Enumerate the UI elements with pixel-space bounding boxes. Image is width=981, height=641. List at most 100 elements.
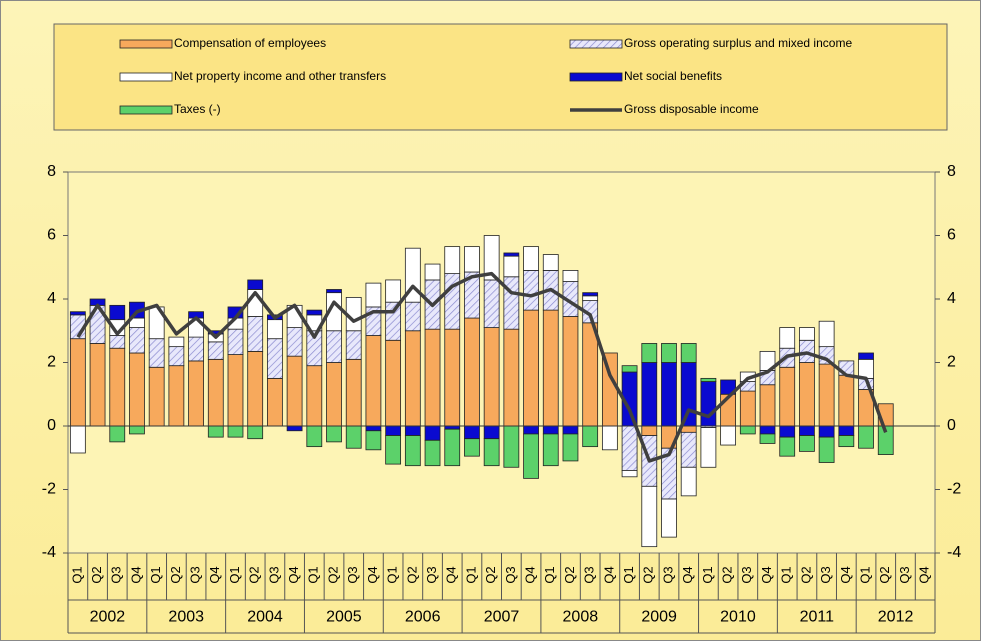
x-tick-label: Q3	[345, 566, 360, 583]
bar	[247, 350, 264, 427]
bar	[207, 341, 224, 360]
bar	[542, 254, 559, 271]
bar	[385, 339, 402, 427]
legend-swatch	[569, 72, 623, 82]
x-tick-label: Q1	[385, 566, 400, 583]
y-tick-label: 8	[47, 163, 56, 180]
bar	[424, 263, 441, 281]
bar	[720, 379, 736, 395]
bar	[779, 436, 796, 457]
year-label: 2003	[168, 609, 204, 626]
bar	[720, 425, 736, 446]
bar	[483, 235, 500, 281]
bar	[542, 309, 559, 427]
bar	[621, 425, 638, 471]
x-tick-label: Q2	[641, 566, 656, 583]
bar	[365, 335, 382, 427]
bar	[129, 327, 145, 354]
y-tick-label: 4	[47, 290, 56, 307]
bar	[207, 330, 224, 335]
bar	[129, 352, 145, 427]
x-tick-label: Q2	[404, 566, 419, 583]
bar	[739, 390, 756, 427]
bar	[779, 425, 796, 438]
bar	[109, 347, 126, 427]
bar	[523, 425, 539, 435]
bar	[247, 425, 264, 440]
bar	[168, 346, 185, 367]
bar	[404, 301, 421, 332]
bar	[641, 362, 658, 427]
bar	[89, 343, 106, 427]
bar	[306, 425, 323, 448]
bar	[838, 435, 855, 448]
bar	[464, 425, 480, 440]
y2-tick-label: 0	[947, 417, 956, 434]
x-tick-label: Q3	[582, 566, 597, 583]
bar	[444, 246, 461, 275]
bar	[227, 328, 244, 355]
legend-label: Compensation of employees	[174, 36, 326, 50]
bar	[188, 360, 204, 427]
bar	[680, 431, 697, 468]
legend-swatch	[569, 39, 623, 49]
bar	[385, 425, 402, 436]
y2-tick-label: 2	[947, 354, 956, 371]
year-label: 2007	[484, 609, 520, 626]
bar	[858, 358, 874, 379]
bar	[385, 301, 402, 341]
x-tick-label: Q1	[148, 566, 163, 583]
legend-swatch	[119, 72, 173, 82]
bar	[799, 327, 815, 341]
bar	[759, 384, 776, 427]
x-tick-label: Q2	[877, 566, 892, 583]
x-tick-label: Q1	[542, 566, 557, 583]
bar	[680, 466, 697, 497]
bar	[267, 338, 283, 379]
bar	[129, 425, 145, 435]
bar	[306, 365, 323, 427]
y-tick-label: -2	[42, 481, 56, 498]
x-tick-label: Q3	[266, 566, 281, 583]
bar	[503, 328, 520, 427]
x-tick-label: Q2	[168, 566, 183, 583]
x-tick-label: Q4	[601, 566, 616, 583]
x-tick-label: Q1	[700, 566, 715, 583]
bar	[503, 276, 520, 330]
bar	[739, 425, 756, 435]
legend-label: Net property income and other transfers	[174, 69, 386, 83]
bar	[562, 316, 579, 427]
bar	[267, 319, 283, 340]
x-tick-label: Q4	[207, 566, 222, 583]
x-tick-label: Q2	[247, 566, 262, 583]
legend-label: Gross disposable income	[624, 102, 759, 116]
bar	[680, 362, 697, 427]
bar	[404, 330, 421, 427]
bar	[503, 252, 520, 257]
bar	[799, 435, 815, 452]
bar	[464, 246, 480, 273]
bar	[523, 433, 539, 479]
bar	[168, 336, 185, 348]
bar	[326, 330, 342, 363]
y2-tick-label: 8	[947, 163, 956, 180]
bar	[326, 425, 342, 443]
bar	[286, 327, 303, 357]
year-label: 2011	[800, 609, 835, 626]
bar	[464, 317, 480, 427]
bar	[700, 377, 717, 382]
bar	[464, 438, 480, 457]
bar	[306, 309, 323, 316]
x-tick-label: Q1	[779, 566, 794, 583]
bar	[286, 355, 303, 427]
bar	[818, 320, 835, 348]
x-tick-label: Q3	[660, 566, 675, 583]
bar	[503, 255, 520, 278]
legend-swatch	[119, 105, 173, 115]
bar	[326, 362, 342, 427]
bar	[641, 425, 658, 436]
bar	[621, 365, 638, 373]
bar	[542, 433, 559, 467]
x-tick-label: Q3	[424, 566, 439, 583]
bar	[365, 282, 382, 308]
